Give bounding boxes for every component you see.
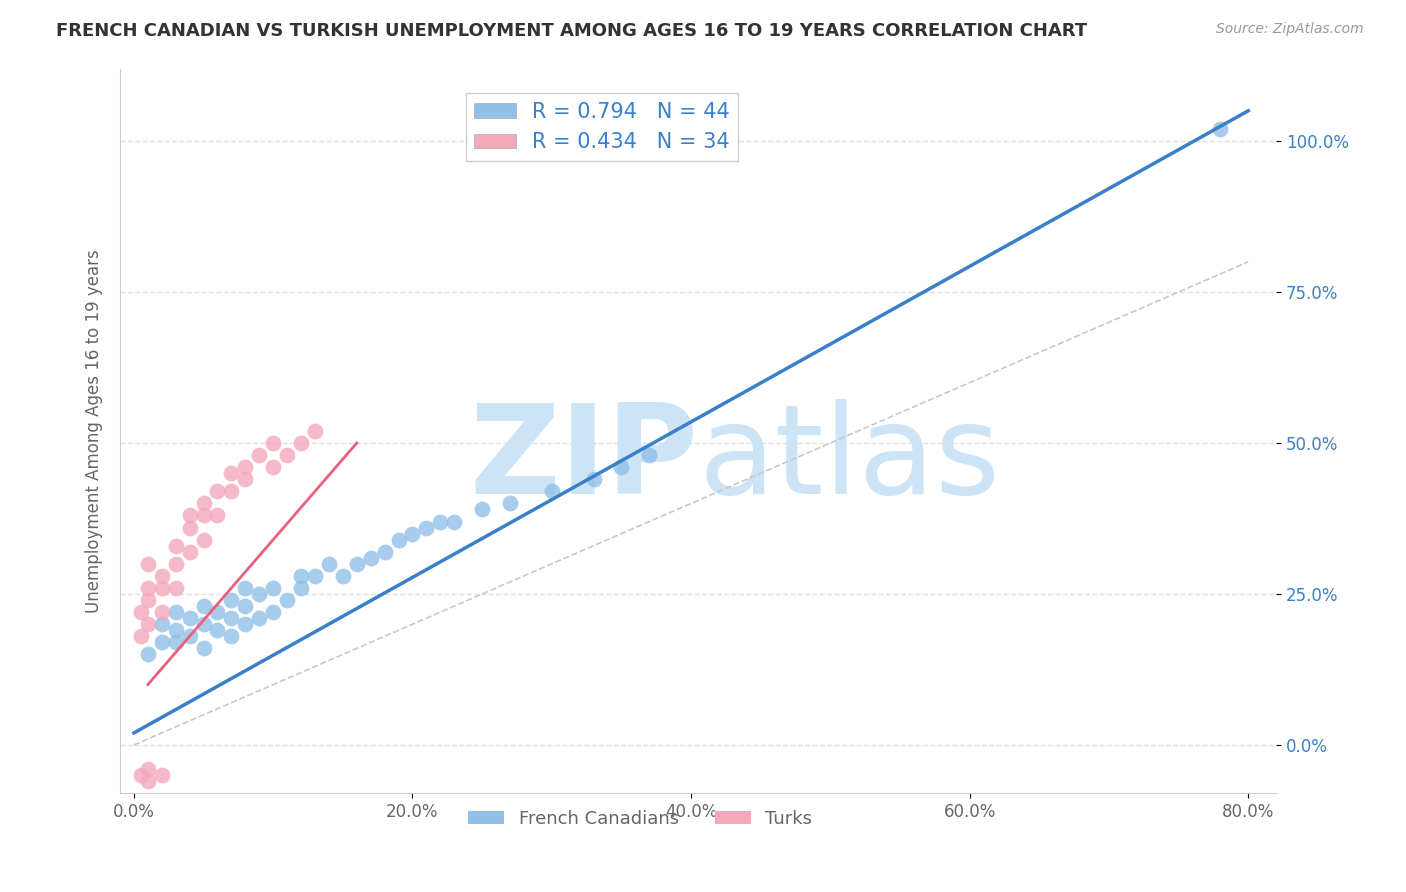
Point	[207, 484, 229, 499]
Point	[346, 557, 368, 571]
Point	[276, 593, 298, 607]
Point	[193, 641, 215, 656]
Point	[193, 533, 215, 547]
Point	[221, 611, 243, 625]
Point	[129, 605, 152, 619]
Point	[221, 467, 243, 481]
Text: Source: ZipAtlas.com: Source: ZipAtlas.com	[1216, 22, 1364, 37]
Point	[193, 496, 215, 510]
Point	[136, 762, 159, 776]
Point	[193, 617, 215, 632]
Point	[429, 515, 451, 529]
Point	[136, 557, 159, 571]
Point	[207, 624, 229, 638]
Point	[179, 545, 201, 559]
Point	[262, 436, 284, 450]
Point	[540, 484, 562, 499]
Point	[247, 448, 270, 462]
Point	[136, 581, 159, 595]
Point	[374, 545, 396, 559]
Point	[136, 617, 159, 632]
Point	[262, 460, 284, 475]
Legend: French Canadians, Turks: French Canadians, Turks	[461, 803, 820, 835]
Point	[150, 768, 173, 782]
Point	[179, 611, 201, 625]
Point	[165, 605, 187, 619]
Point	[233, 599, 256, 613]
Point	[318, 557, 340, 571]
Point	[247, 611, 270, 625]
Point	[233, 460, 256, 475]
Text: ZIP: ZIP	[470, 400, 697, 520]
Point	[233, 472, 256, 486]
Point	[290, 569, 312, 583]
Point	[136, 774, 159, 789]
Point	[610, 460, 633, 475]
Point	[179, 520, 201, 534]
Point	[179, 508, 201, 523]
Point	[360, 550, 382, 565]
Point	[150, 569, 173, 583]
Point	[387, 533, 409, 547]
Point	[165, 635, 187, 649]
Y-axis label: Unemployment Among Ages 16 to 19 years: Unemployment Among Ages 16 to 19 years	[86, 249, 103, 613]
Point	[233, 617, 256, 632]
Point	[129, 629, 152, 643]
Point	[290, 436, 312, 450]
Point	[415, 520, 437, 534]
Point	[150, 605, 173, 619]
Point	[193, 508, 215, 523]
Text: atlas: atlas	[697, 400, 1000, 520]
Point	[304, 569, 326, 583]
Point	[638, 448, 661, 462]
Point	[332, 569, 354, 583]
Point	[221, 484, 243, 499]
Point	[165, 581, 187, 595]
Point	[443, 515, 465, 529]
Point	[221, 629, 243, 643]
Point	[499, 496, 522, 510]
Point	[207, 605, 229, 619]
Point	[136, 593, 159, 607]
Point	[165, 624, 187, 638]
Point	[262, 581, 284, 595]
Point	[179, 629, 201, 643]
Point	[207, 508, 229, 523]
Point	[262, 605, 284, 619]
Text: FRENCH CANADIAN VS TURKISH UNEMPLOYMENT AMONG AGES 16 TO 19 YEARS CORRELATION CH: FRENCH CANADIAN VS TURKISH UNEMPLOYMENT …	[56, 22, 1087, 40]
Point	[150, 635, 173, 649]
Point	[582, 472, 605, 486]
Point	[221, 593, 243, 607]
Point	[290, 581, 312, 595]
Point	[401, 526, 423, 541]
Point	[129, 768, 152, 782]
Point	[136, 648, 159, 662]
Point	[165, 539, 187, 553]
Point	[304, 424, 326, 438]
Point	[1209, 122, 1232, 136]
Point	[193, 599, 215, 613]
Point	[150, 617, 173, 632]
Point	[247, 587, 270, 601]
Point	[150, 581, 173, 595]
Point	[233, 581, 256, 595]
Point	[471, 502, 494, 516]
Point	[165, 557, 187, 571]
Point	[276, 448, 298, 462]
